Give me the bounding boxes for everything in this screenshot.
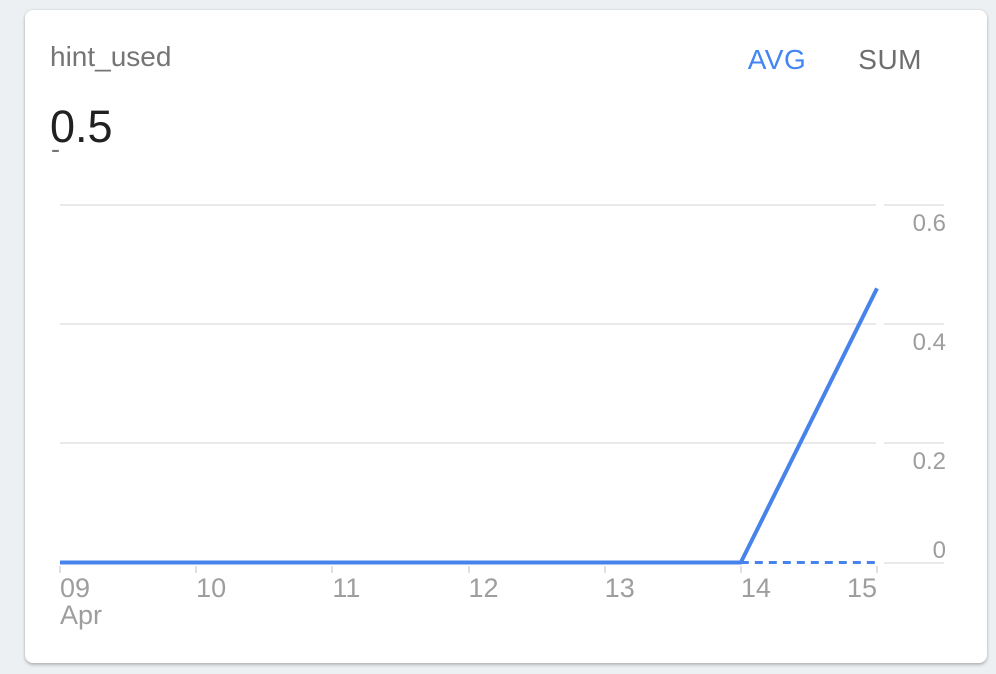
y-axis-label: 0.6 xyxy=(912,209,946,237)
x-axis-label: 11 xyxy=(332,573,361,603)
x-axis-tick xyxy=(876,566,879,573)
series-plot xyxy=(60,287,879,565)
metric-secondary-value: - xyxy=(51,134,60,164)
x-axis-label: 09 xyxy=(60,573,91,603)
avg-toggle-button[interactable]: AVG xyxy=(747,44,807,75)
series-line-solid xyxy=(60,287,879,565)
x-axis-tick xyxy=(195,566,198,573)
y-axis-label: 0.4 xyxy=(912,329,946,357)
gridline xyxy=(60,203,876,206)
metric-card: hint_used AVG SUM 0.5 - 0 0.2 0.4 0.6 09 Apr 1… xyxy=(25,10,987,663)
x-axis-label: 13 xyxy=(604,573,635,603)
gridline xyxy=(60,323,876,326)
y-axis-label: 0.2 xyxy=(912,448,946,476)
avg-sum-toggle: AVG SUM xyxy=(747,44,922,76)
x-axis-label: 12 xyxy=(468,573,499,603)
y-axis-tick xyxy=(884,203,944,206)
x-axis-label: 14 xyxy=(740,573,771,603)
line-chart: 0 0.2 0.4 0.6 09 Apr 10 11 12 13 14 15 xyxy=(25,10,987,663)
gridline xyxy=(60,442,876,445)
x-axis-tick xyxy=(467,566,470,573)
y-axis-tick xyxy=(884,561,944,564)
y-axis-tick xyxy=(884,442,944,445)
x-axis-tick xyxy=(59,566,61,573)
metric-value: 0.5 xyxy=(50,101,113,152)
x-axis-month-label: Apr xyxy=(60,600,103,630)
x-axis-label: 15 xyxy=(846,573,878,603)
x-axis-tick xyxy=(331,566,334,573)
x-axis-tick xyxy=(739,566,742,573)
sum-toggle-button[interactable]: SUM xyxy=(858,44,922,75)
x-axis-tick xyxy=(603,566,606,573)
x-axis-label: 10 xyxy=(196,573,227,603)
y-axis-label: 0 xyxy=(932,536,946,564)
y-axis-tick xyxy=(884,323,944,326)
metric-title: hint_used xyxy=(50,41,172,72)
